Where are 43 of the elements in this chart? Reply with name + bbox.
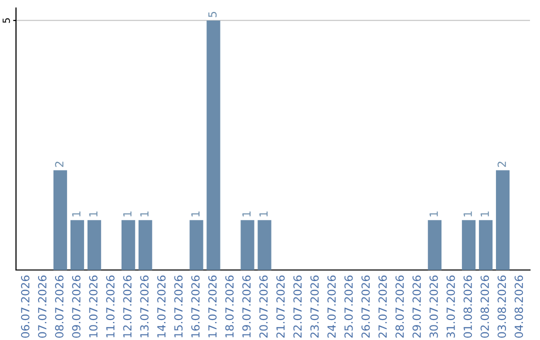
x-tick-label: 08.07.2026 xyxy=(55,276,64,338)
x-tick-label: 11.07.2026 xyxy=(106,276,115,338)
x-tick-label: 20.07.2026 xyxy=(259,276,268,338)
x-tick-label: 31.07.2026 xyxy=(446,276,455,338)
x-tick-label: 14.07.2026 xyxy=(157,276,166,338)
x-tick-label: 22.07.2026 xyxy=(293,276,302,338)
x-tick-label: 16.07.2026 xyxy=(191,276,200,338)
data-label: 1 xyxy=(140,212,148,216)
x-tick-label: 03.08.2026 xyxy=(498,276,506,338)
data-label: 2 xyxy=(55,162,64,167)
x-tick-label: 30.07.2026 xyxy=(430,276,438,338)
x-tick-label: 27.07.2026 xyxy=(378,276,387,338)
data-label: 1 xyxy=(123,212,132,216)
data-label: 1 xyxy=(72,212,80,216)
data-label: 5 xyxy=(208,12,217,18)
x-tick-label: 15.07.2026 xyxy=(174,276,183,338)
x-tick-label: 04.08.2026 xyxy=(514,276,524,338)
x-tick-label: 02.08.2026 xyxy=(480,276,489,338)
x-tick-label: 06.07.2026 xyxy=(21,276,30,338)
x-tick-label: 17.07.2026 xyxy=(208,276,217,338)
x-tick-label: 23.07.2026 xyxy=(310,276,319,338)
x-tick-label: 24.07.2026 xyxy=(327,276,336,338)
data-label: 1 xyxy=(89,212,98,216)
x-tick-label: 26.07.2026 xyxy=(361,276,370,338)
x-tick-label: 07.07.2026 xyxy=(38,276,46,338)
x-tick-label: 18.07.2026 xyxy=(225,276,234,338)
x-tick-label: 19.07.2026 xyxy=(242,276,251,338)
data-label: 1 xyxy=(430,212,438,216)
x-tick-label: 13.07.2026 xyxy=(140,276,149,338)
data-label: 1 xyxy=(191,212,200,216)
x-tick-label: 01.08.2026 xyxy=(464,276,472,338)
x-tick-label: 21.07.2026 xyxy=(276,276,285,338)
x-tick-label: 28.07.2026 xyxy=(395,276,404,338)
data-label: 1 xyxy=(242,212,251,216)
x-tick-label: 10.07.2026 xyxy=(89,276,98,338)
data-label: 1 xyxy=(464,212,472,216)
data-label: 2 xyxy=(498,162,506,167)
x-tick-label: 25.07.2026 xyxy=(344,276,353,338)
data-label: 1 xyxy=(480,212,489,216)
x-tick-label: 09.07.2026 xyxy=(72,276,80,338)
x-tick-label: 12.07.2026 xyxy=(123,276,132,338)
x-tick-label: 29.07.2026 xyxy=(412,276,421,338)
data-label: 1 xyxy=(259,212,268,216)
